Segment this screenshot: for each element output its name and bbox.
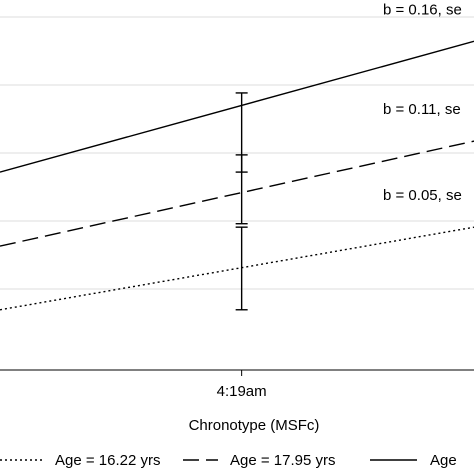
series-line-dotted [0, 227, 474, 310]
x-axis-title: Chronotype (MSFc) [189, 417, 320, 434]
x-tick-label-0: 4:19am [217, 383, 267, 400]
legend-label-solid: Age [430, 452, 457, 469]
x-axis: 4:19am [0, 370, 474, 400]
slope-annotations: b = 0.05, se b = 0.11, se b = 0.16, se [383, 1, 462, 204]
series-lines [0, 41, 474, 310]
legend: Age = 16.22 yrs Age = 17.95 yrs Age [0, 452, 457, 469]
slope-annotation-dashed: b = 0.11, se [383, 101, 461, 118]
slope-annotation-dotted: b = 0.05, se [383, 187, 462, 204]
slope-annotation-solid: b = 0.16, se [383, 1, 462, 18]
legend-label-dotted: Age = 16.22 yrs [55, 452, 160, 469]
error-bars [236, 93, 248, 310]
legend-label-dashed: Age = 17.95 yrs [230, 452, 335, 469]
